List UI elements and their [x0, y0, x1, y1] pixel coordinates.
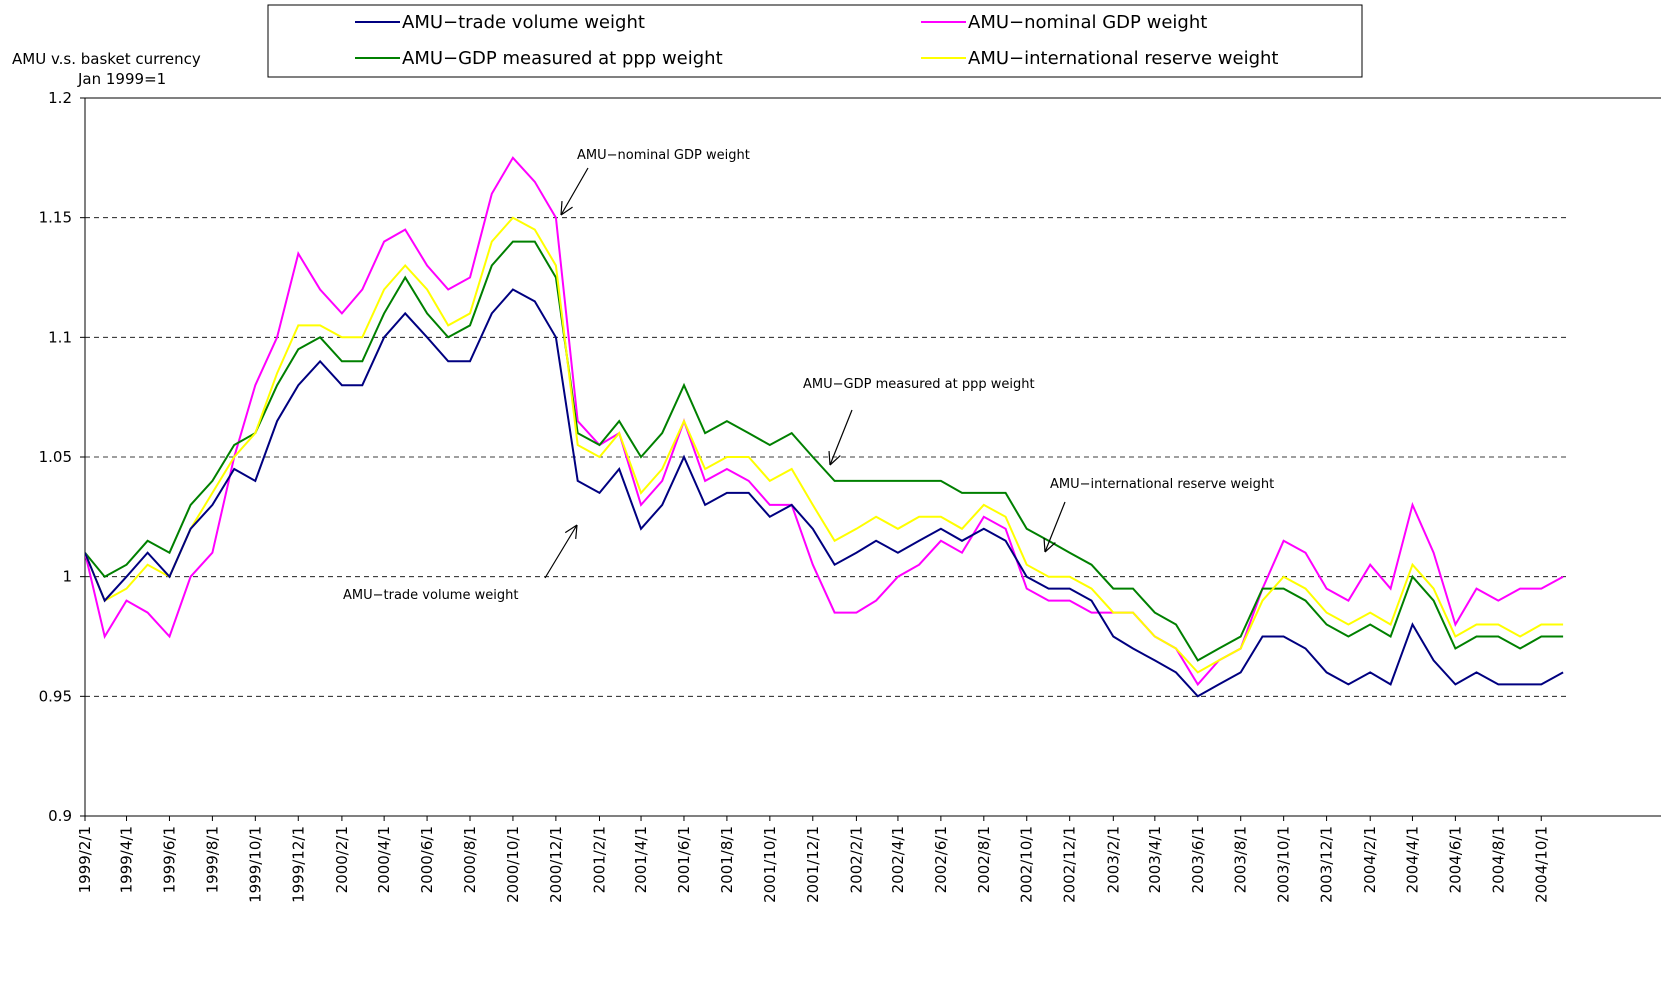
series-line [85, 216, 1564, 674]
x-tick-label: 2000/4/1 [375, 826, 393, 893]
x-tick-label: 2002/6/1 [932, 826, 950, 893]
annotation-arrowhead [575, 524, 578, 539]
x-tick-label: 2002/10/1 [1018, 826, 1036, 903]
x-tick-label: 2001/4/1 [632, 826, 650, 893]
x-tick-label: 1999/10/1 [246, 826, 264, 903]
y-tick-label: 1.05 [39, 448, 72, 466]
annotation-arrow [829, 409, 853, 466]
y-tick-label: 1.15 [39, 209, 72, 227]
annotation-arrowhead [1044, 542, 1056, 553]
x-tick-label: 2004/10/1 [1532, 826, 1550, 903]
x-tick-label: 2001/10/1 [761, 826, 779, 903]
x-tick-label: 2000/2/1 [333, 826, 351, 893]
legend-box [267, 4, 1363, 78]
annotation: AMU−trade volume weight [343, 588, 518, 603]
x-tick-label: 2002/12/1 [1061, 826, 1079, 903]
annotation-arrow [544, 524, 578, 579]
annotation-arrowhead [829, 455, 841, 466]
series-line [85, 288, 1564, 698]
x-tick-label: 2002/4/1 [889, 826, 907, 893]
legend-label: AMU−nominal GDP weight [968, 12, 1207, 33]
x-tick-label: 1999/6/1 [160, 826, 178, 893]
annotation-arrowhead [560, 200, 563, 216]
x-tick-label: 2003/8/1 [1232, 826, 1250, 893]
x-tick-label: 1999/12/1 [289, 826, 307, 903]
x-tick-label: 2003/12/1 [1318, 826, 1336, 903]
legend-label: AMU−trade volume weight [402, 12, 645, 33]
annotation-arrow [560, 167, 589, 216]
x-tick-label: 2002/8/1 [975, 826, 993, 893]
x-tick-label: 2001/8/1 [718, 826, 736, 893]
y-tick-label: 1 [62, 568, 72, 586]
series-line [85, 156, 1564, 687]
x-tick-label: 2003/2/1 [1104, 826, 1122, 893]
annotation: AMU−nominal GDP weight [577, 148, 750, 163]
x-tick-label: 2000/10/1 [504, 826, 522, 903]
x-tick-label: 2004/8/1 [1489, 826, 1507, 893]
x-tick-label: 2003/10/1 [1275, 826, 1293, 903]
x-tick-label: 2003/6/1 [1189, 826, 1207, 893]
annotation: AMU−GDP measured at ppp weight [803, 377, 1035, 392]
y-axis-label: Jan 1999=1 [77, 70, 166, 88]
x-tick-label: 2000/8/1 [461, 826, 479, 893]
x-tick-label: 2003/4/1 [1146, 826, 1164, 893]
series-line [85, 240, 1564, 662]
y-tick-label: 0.95 [39, 687, 72, 705]
y-tick-label: 1.2 [48, 89, 72, 107]
y-tick-label: 1.1 [48, 328, 72, 346]
x-tick-label: 2002/2/1 [847, 826, 865, 893]
x-tick-label: 1999/8/1 [203, 826, 221, 893]
annotation: AMU−international reserve weight [1050, 477, 1274, 492]
x-tick-label: 2001/6/1 [675, 826, 693, 893]
y-tick-label: 0.9 [48, 807, 72, 825]
annotation-arrowhead [564, 524, 578, 534]
x-tick-label: 1999/2/1 [76, 826, 94, 893]
annotation-arrowhead [560, 206, 573, 216]
legend-label: AMU−GDP measured at ppp weight [402, 48, 723, 69]
x-tick-label: 1999/4/1 [118, 826, 136, 893]
x-tick-label: 2004/2/1 [1361, 826, 1379, 893]
annotation-arrowhead [1043, 537, 1046, 553]
annotation-arrow [1044, 501, 1066, 553]
x-tick-label: 2004/6/1 [1446, 826, 1464, 893]
x-tick-label: 2000/12/1 [547, 826, 565, 903]
x-tick-label: 2000/6/1 [418, 826, 436, 893]
legend-label: AMU−international reserve weight [968, 48, 1278, 69]
x-tick-label: 2004/4/1 [1403, 826, 1421, 893]
x-tick-label: 2001/2/1 [591, 826, 609, 893]
y-axis-label: AMU v.s. basket currency [12, 50, 201, 68]
annotation-arrowhead [828, 450, 831, 466]
x-tick-label: 2001/12/1 [804, 826, 822, 903]
